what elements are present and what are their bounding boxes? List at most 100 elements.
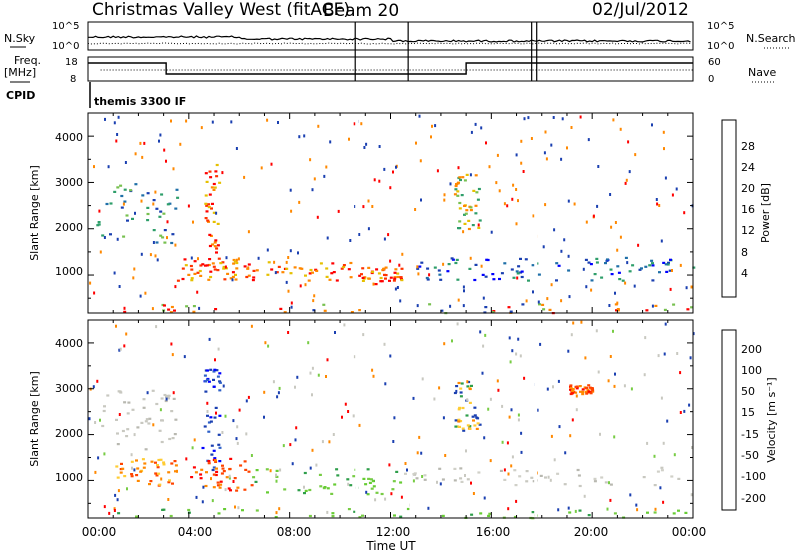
power-panel: Slant Range [km] 1000 2000 3000 4000 28 …	[28, 112, 772, 315]
velocity-scatter-cell	[289, 443, 292, 447]
power-scatter-cell	[457, 166, 460, 170]
power-scatter-cell	[399, 299, 402, 303]
power-cell	[645, 309, 649, 312]
velocity-scatter-cell	[201, 500, 204, 504]
velocity-scatter-cell	[597, 370, 600, 374]
power-scatter-cell	[663, 147, 665, 151]
velocity-cell	[413, 472, 417, 475]
velocity-cell	[207, 421, 211, 424]
power-cell	[616, 308, 620, 311]
velocity-cell	[173, 460, 177, 463]
power-scatter-cell	[270, 162, 273, 166]
power-cell	[662, 261, 666, 264]
velocity-scatter-cell	[550, 434, 553, 438]
velocity-cell	[212, 378, 215, 381]
power-scatter-cell	[392, 170, 394, 174]
velocity-scatter-cell	[295, 426, 298, 430]
power-ytick-1000: 1000	[55, 265, 83, 278]
velocity-cell	[441, 478, 445, 481]
velocity-cell	[158, 483, 162, 486]
power-cell	[281, 271, 285, 274]
velocity-cell	[368, 481, 372, 484]
power-cell	[161, 236, 165, 239]
power-scatter-cell	[144, 291, 147, 295]
noise-right-tick-top: 10^5	[707, 21, 734, 32]
power-cell	[521, 303, 525, 306]
power-cell	[207, 278, 211, 281]
velocity-cell	[159, 458, 163, 461]
velocity-scatter-cell	[606, 507, 609, 511]
velocity-scatter-cell	[679, 411, 682, 414]
power-scatter-cell	[224, 265, 227, 269]
velocity-ytick-2000: 2000	[55, 427, 83, 440]
power-cell	[498, 277, 501, 281]
power-scatter-cell	[511, 197, 514, 201]
power-cell	[120, 194, 124, 198]
power-cell	[155, 241, 159, 244]
power-cell	[181, 267, 185, 270]
velocity-cell	[585, 386, 588, 389]
power-cell	[400, 279, 404, 282]
velocity-cell	[212, 473, 216, 476]
velocity-cell	[406, 507, 410, 511]
power-cell	[651, 262, 654, 265]
power-scatter-cell	[516, 276, 519, 280]
velocity-cell	[571, 388, 575, 391]
power-cell	[217, 257, 221, 260]
velocity-scatter-cell	[412, 479, 415, 483]
power-scatter-cell	[550, 283, 553, 287]
velocity-cell	[470, 513, 474, 516]
power-cell	[418, 265, 422, 268]
power-cell	[474, 212, 478, 215]
velocity-scatter-cell	[519, 354, 522, 358]
power-cell	[205, 180, 209, 183]
power-scatter-cell	[116, 133, 119, 136]
velocity-cell	[207, 462, 211, 465]
power-cbar-tick-20: 20	[741, 182, 755, 195]
power-scatter-cell	[372, 282, 375, 286]
velocity-cell	[570, 391, 574, 394]
velocity-cell	[459, 467, 463, 470]
velocity-cell	[156, 464, 159, 467]
power-scatter-cell	[170, 119, 172, 123]
noise-left-tick-bottom: 10^0	[52, 41, 79, 52]
velocity-cell	[653, 511, 657, 514]
velocity-scatter-cell	[282, 444, 285, 448]
velocity-cell	[218, 414, 222, 417]
power-scatter-cell	[449, 304, 452, 308]
power-scatter-cell	[198, 306, 201, 310]
power-cell	[173, 309, 176, 312]
power-cell	[357, 274, 361, 277]
velocity-scatter-cell	[404, 462, 407, 465]
velocity-scatter-cell	[232, 480, 235, 483]
power-cell	[331, 262, 335, 265]
power-scatter-cell	[174, 285, 177, 289]
power-cell	[650, 259, 654, 262]
power-cell	[312, 309, 316, 312]
power-cell	[167, 308, 171, 311]
power-cell	[357, 309, 361, 312]
velocity-cell	[466, 424, 470, 427]
velocity-cell	[255, 469, 259, 472]
power-scatter-cell	[133, 267, 136, 271]
velocity-cell	[119, 471, 123, 474]
cpid-label: CPID	[6, 89, 35, 102]
power-cell	[459, 178, 462, 182]
power-cell	[616, 265, 620, 268]
power-cell	[131, 217, 134, 220]
velocity-cell	[136, 479, 140, 482]
velocity-scatter-cell	[630, 387, 633, 391]
velocity-cell	[349, 484, 353, 487]
power-scatter-cell	[662, 130, 665, 134]
velocity-scatter-cell	[654, 507, 657, 511]
cpid-mode: themis 3300 IF	[94, 95, 186, 108]
velocity-scatter-cell	[326, 510, 329, 514]
velocity-scatter-cell	[328, 440, 331, 444]
power-scatter-cell	[395, 165, 397, 169]
velocity-scatter-cell	[487, 407, 490, 411]
power-cell	[196, 271, 200, 274]
power-scatter-cell	[396, 286, 399, 289]
velocity-scatter-cell	[275, 473, 277, 477]
power-scatter-cell	[353, 122, 356, 126]
power-cell	[651, 264, 655, 267]
